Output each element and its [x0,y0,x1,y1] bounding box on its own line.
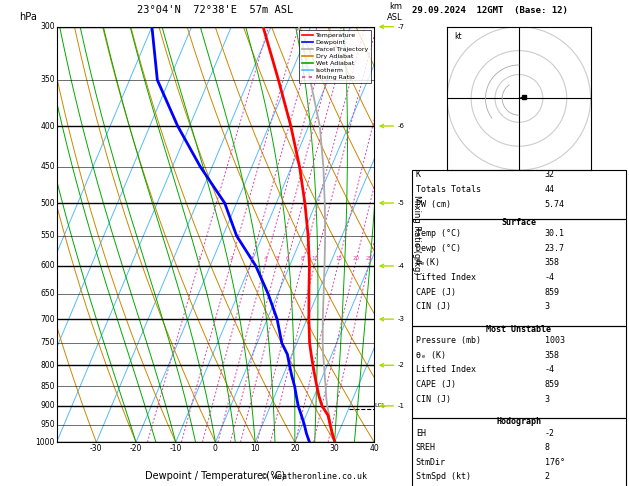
Text: -6: -6 [398,123,405,129]
Text: -5: -5 [398,200,404,206]
Text: -1: -1 [398,403,405,409]
Text: 32: 32 [545,171,555,179]
Text: Surface: Surface [501,218,537,226]
Text: Pressure (mb): Pressure (mb) [416,336,481,345]
Text: 8: 8 [301,256,304,260]
Text: 2: 2 [545,472,550,481]
Text: Mixing Ratio (g/kg): Mixing Ratio (g/kg) [412,195,421,274]
Text: 176°: 176° [545,458,565,467]
Text: CAPE (J): CAPE (J) [416,380,456,389]
Text: 44: 44 [545,185,555,194]
Text: -2: -2 [398,362,404,368]
Text: -7: -7 [398,24,405,30]
Text: 450: 450 [40,162,55,171]
Text: 1003: 1003 [545,336,565,345]
Text: -4: -4 [398,263,404,269]
Text: Totals Totals: Totals Totals [416,185,481,194]
Text: θₑ (K): θₑ (K) [416,351,446,360]
Text: 550: 550 [40,231,55,241]
Text: 950: 950 [40,420,55,429]
Text: -2: -2 [545,429,555,437]
Text: 40: 40 [369,444,379,453]
Text: 8: 8 [545,443,550,452]
Text: Hodograph: Hodograph [496,417,542,426]
Text: StmSpd (kt): StmSpd (kt) [416,472,470,481]
Text: 1: 1 [198,256,201,260]
Text: CAPE (J): CAPE (J) [416,288,456,296]
Text: km
ASL: km ASL [387,2,403,22]
Text: PW (cm): PW (cm) [416,200,451,208]
Text: 20: 20 [290,444,299,453]
Text: CIN (J): CIN (J) [416,302,451,311]
Text: CIN (J): CIN (J) [416,395,451,403]
Text: 3: 3 [250,256,253,260]
Text: © weatheronline.co.uk: © weatheronline.co.uk [262,472,367,481]
Text: 800: 800 [40,361,55,370]
Legend: Temperature, Dewpoint, Parcel Trajectory, Dry Adiabat, Wet Adiabat, Isotherm, Mi: Temperature, Dewpoint, Parcel Trajectory… [299,30,371,83]
Text: 358: 358 [545,351,560,360]
Text: 600: 600 [40,261,55,270]
Text: -4: -4 [545,365,555,374]
Text: 350: 350 [40,75,55,85]
Text: 850: 850 [40,382,55,391]
Text: K: K [416,171,421,179]
Text: 25: 25 [366,256,373,260]
Text: StmDir: StmDir [416,458,446,467]
Text: EH: EH [416,429,426,437]
Text: 3: 3 [545,395,550,403]
Text: 30.1: 30.1 [545,229,565,238]
Text: 10: 10 [250,444,260,453]
Text: 2: 2 [230,256,233,260]
Text: -10: -10 [170,444,182,453]
Text: 1000: 1000 [36,438,55,447]
Text: 20: 20 [352,256,359,260]
Text: kt: kt [454,32,462,41]
Text: 900: 900 [40,401,55,410]
Text: 15: 15 [335,256,342,260]
Text: Dewpoint / Temperature (°C): Dewpoint / Temperature (°C) [145,471,286,481]
Text: -3: -3 [398,316,405,322]
Text: 859: 859 [545,288,560,296]
Text: 29.09.2024  12GMT  (Base: 12): 29.09.2024 12GMT (Base: 12) [412,5,568,15]
Text: 700: 700 [40,314,55,324]
Text: LCL: LCL [375,403,386,408]
Text: Temp (°C): Temp (°C) [416,229,461,238]
Text: hPa: hPa [19,12,36,22]
Text: Lifted Index: Lifted Index [416,365,476,374]
Text: -20: -20 [130,444,142,453]
Text: 0: 0 [213,444,218,453]
Text: 23°04'N  72°38'E  57m ASL: 23°04'N 72°38'E 57m ASL [137,4,294,15]
Text: 300: 300 [40,22,55,31]
Text: 6: 6 [286,256,289,260]
Text: 10: 10 [312,256,319,260]
Text: SREH: SREH [416,443,436,452]
Text: -30: -30 [90,444,103,453]
Text: 30: 30 [330,444,340,453]
Text: 3: 3 [545,302,550,311]
Text: Dewp (°C): Dewp (°C) [416,244,461,253]
Text: 5: 5 [276,256,279,260]
Text: 4: 4 [264,256,267,260]
Text: 400: 400 [40,122,55,131]
Text: Lifted Index: Lifted Index [416,273,476,282]
Text: θₑ(K): θₑ(K) [416,259,441,267]
Text: Most Unstable: Most Unstable [486,325,552,333]
Text: 5.74: 5.74 [545,200,565,208]
Text: -4: -4 [545,273,555,282]
Text: 358: 358 [545,259,560,267]
Text: 500: 500 [40,199,55,208]
Text: 859: 859 [545,380,560,389]
Text: 23.7: 23.7 [545,244,565,253]
Text: 750: 750 [40,338,55,347]
Text: 650: 650 [40,289,55,298]
